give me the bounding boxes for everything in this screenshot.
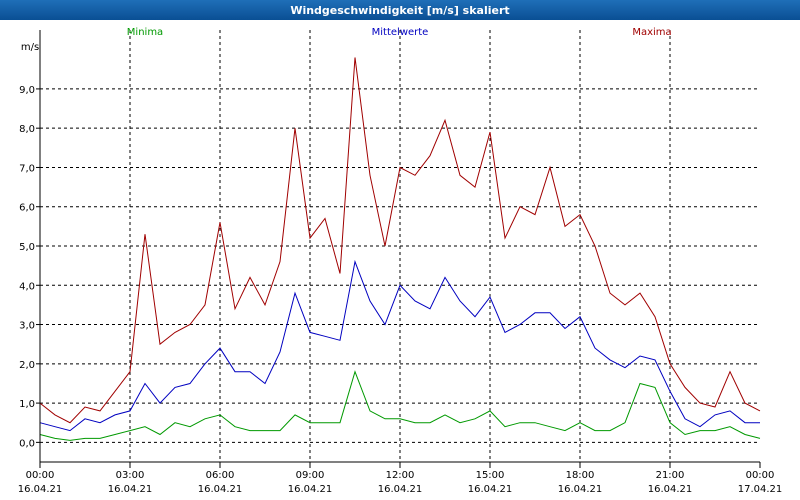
tick-labels: 0,0 1,0 2,0 3,0 4,0 5,0 6,0 7,0 8,0 9,0 00:00 16.04… bbox=[18, 85, 783, 495]
x-tick-time-label: 12:00 bbox=[386, 470, 415, 481]
y-tick-label: 0,0 bbox=[19, 438, 35, 449]
legend: Minima Mittelwerte Maxima bbox=[127, 27, 672, 38]
y-tick-label: 1,0 bbox=[19, 399, 35, 410]
legend-maxima: Maxima bbox=[632, 27, 671, 38]
y-axis-unit-label: m/s bbox=[21, 42, 39, 53]
y-tick-label: 4,0 bbox=[19, 281, 35, 292]
x-tick-date-label: 16.04.21 bbox=[378, 484, 423, 495]
series-line-minima bbox=[39, 370, 761, 441]
x-tick-date-label: 16.04.21 bbox=[198, 484, 243, 495]
legend-mittelwerte: Mittelwerte bbox=[372, 27, 429, 38]
y-tick-label: 9,0 bbox=[19, 85, 35, 96]
x-tick-time-label: 03:00 bbox=[116, 470, 145, 481]
x-tick-time-label: 21:00 bbox=[656, 470, 685, 481]
x-tick-date-label: 16.04.21 bbox=[18, 484, 63, 495]
grid-lines bbox=[40, 30, 760, 462]
y-tick-label: 3,0 bbox=[19, 321, 35, 332]
x-tick-date-label: 16.04.21 bbox=[108, 484, 153, 495]
y-tick-label: 8,0 bbox=[19, 124, 35, 135]
x-tick-date-label: 17.04.21 bbox=[738, 484, 783, 495]
x-tick-date-label: 16.04.21 bbox=[648, 484, 693, 495]
legend-minima: Minima bbox=[127, 27, 163, 38]
chart-canvas: m/s 0,0 1,0 2,0 3,0 4,0 5,0 6,0 7,0 8,0 9,0 00:00 1… bbox=[18, 27, 783, 495]
x-tick-time-label: 00:00 bbox=[26, 470, 55, 481]
x-tick-time-label: 09:00 bbox=[296, 470, 325, 481]
x-tick-time-label: 18:00 bbox=[566, 470, 595, 481]
series-line-mittelwerte bbox=[39, 259, 760, 432]
x-tick-date-label: 16.04.21 bbox=[288, 484, 333, 495]
axes bbox=[36, 30, 761, 468]
x-tick-date-label: 16.04.21 bbox=[558, 484, 603, 495]
y-tick-label: 5,0 bbox=[19, 242, 35, 253]
x-tick-date-label: 16.04.21 bbox=[468, 484, 513, 495]
x-tick-time-label: 06:00 bbox=[206, 470, 235, 481]
y-tick-label: 7,0 bbox=[19, 163, 35, 174]
y-tick-label: 2,0 bbox=[19, 360, 35, 371]
y-tick-label: 6,0 bbox=[19, 203, 35, 214]
x-tick-time-label: 00:00 bbox=[746, 470, 775, 481]
window-title: Windgeschwindigkeit [m/s] skaliert bbox=[0, 0, 800, 20]
x-tick-time-label: 15:00 bbox=[476, 470, 505, 481]
series-line-maxima bbox=[39, 57, 761, 424]
series-lines bbox=[39, 57, 761, 441]
